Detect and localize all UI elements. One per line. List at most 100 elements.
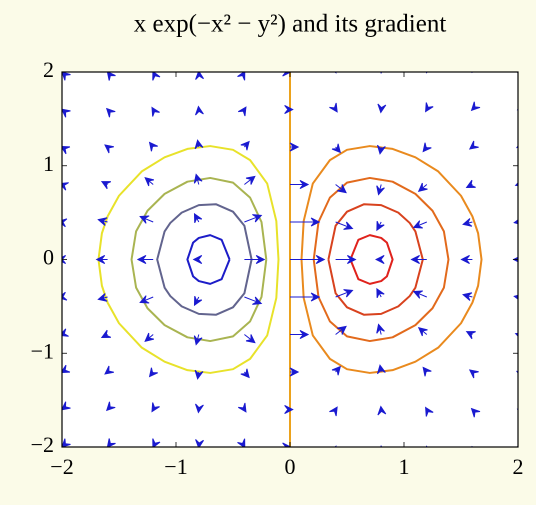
gradient-arrow	[290, 330, 310, 339]
gradient-arrow	[62, 108, 71, 118]
gradient-arrow	[516, 408, 518, 412]
gradient-arrow	[376, 220, 385, 232]
x-tick-label: −1	[164, 454, 187, 479]
gradient-arrow	[237, 106, 247, 117]
gradient-arrow	[376, 364, 386, 375]
gradient-arrow	[290, 255, 326, 264]
gradient-arrow	[195, 72, 204, 80]
contour-line	[349, 234, 394, 285]
gradient-arrow	[517, 72, 518, 73]
y-tick-label: 0	[43, 245, 54, 270]
gradient-arrow	[335, 184, 347, 194]
gradient-arrow	[462, 292, 473, 301]
gradient-arrow	[289, 142, 300, 152]
gradient-arrow	[193, 295, 203, 307]
gradient-arrow	[376, 184, 385, 196]
gradient-arrow	[62, 438, 71, 447]
gradient-arrow	[195, 439, 204, 447]
gradient-arrow	[410, 255, 427, 264]
gradient-arrow	[516, 107, 518, 111]
gradient-arrow	[425, 102, 434, 113]
plot-marks	[62, 72, 518, 447]
gradient-arrow	[240, 140, 250, 151]
gradient-arrow	[462, 218, 473, 227]
gradient-arrow	[237, 72, 246, 81]
contour-line	[300, 145, 483, 374]
gradient-arrow	[376, 323, 385, 335]
gradient-arrow	[240, 368, 250, 379]
contour-line	[312, 176, 450, 343]
gradient-arrow	[471, 445, 474, 447]
gradient-arrow	[62, 291, 68, 301]
gradient-arrow	[97, 293, 108, 302]
gradient-arrow	[151, 106, 160, 117]
gradient-arrow	[282, 442, 292, 447]
gradient-arrow	[237, 438, 246, 447]
gradient-arrow	[282, 72, 292, 77]
gradient-arrow	[100, 329, 112, 338]
gradient-arrow	[376, 287, 385, 299]
contour-line	[130, 176, 268, 343]
gradient-arrow	[376, 144, 386, 155]
gradient-arrow	[377, 103, 387, 114]
gradient-arrow	[331, 143, 342, 154]
gradient-arrow	[471, 72, 474, 74]
x-tick-label: 2	[513, 454, 524, 479]
gradient-arrow	[144, 332, 154, 342]
gradient-arrow	[62, 145, 71, 155]
gradient-arrow	[95, 255, 108, 264]
gradient-arrow	[417, 182, 428, 192]
gradient-arrow	[460, 255, 473, 264]
gradient-arrow	[422, 142, 432, 153]
gradient-arrow	[139, 215, 154, 224]
gradient-arrow	[513, 294, 518, 300]
gradient-arrow	[62, 72, 71, 81]
gradient-arrow	[290, 180, 310, 189]
gradient-arrow	[331, 365, 342, 376]
gradient-arrow	[284, 105, 294, 114]
y-tick-label: 2	[43, 57, 54, 82]
gradient-arrow	[335, 325, 347, 335]
x-tick-label: 0	[285, 454, 296, 479]
gradient-arrow	[290, 292, 321, 302]
gradient-arrow	[193, 212, 203, 224]
x-tick-label: −2	[50, 454, 73, 479]
y-tick-label: −2	[31, 432, 54, 457]
gradient-arrow	[284, 405, 294, 414]
gradient-arrow	[470, 407, 481, 418]
gradient-arrow	[412, 220, 427, 229]
gradient-arrow	[417, 327, 428, 337]
gradient-arrow	[139, 295, 154, 304]
gradient-arrow	[152, 438, 161, 447]
gradient-arrow	[426, 72, 429, 74]
gradient-arrow	[105, 107, 116, 118]
gradient-arrow	[468, 369, 479, 379]
gradient-arrow	[151, 402, 160, 413]
gradient-arrow	[289, 367, 300, 377]
gradient-arrow	[470, 101, 481, 112]
gradient-arrow	[62, 328, 69, 337]
gradient-arrow	[335, 255, 357, 264]
gradient-arrow	[377, 405, 387, 416]
gradient-arrow	[152, 72, 161, 81]
gradient-arrow	[195, 403, 204, 414]
contour-line	[186, 234, 231, 285]
gradient-arrow	[62, 364, 71, 374]
gradient-arrow	[106, 438, 116, 447]
y-tick-label: 1	[43, 151, 54, 176]
gradient-arrow	[244, 255, 266, 264]
gradient-arrow	[136, 255, 154, 264]
gradient-arrow	[335, 221, 354, 230]
gradient-arrow	[412, 290, 427, 299]
gradient-arrow	[329, 102, 338, 113]
gradient-arrow	[144, 177, 154, 187]
gradient-arrow	[193, 334, 203, 346]
gradient-arrow	[513, 219, 518, 225]
gradient-arrow	[62, 401, 71, 411]
gradient-arrow	[192, 255, 203, 264]
chart-title: x exp(−x² − y²) and its gradient	[134, 11, 447, 38]
gradient-arrow	[375, 255, 385, 264]
gradient-arrow	[104, 144, 114, 154]
gradient-arrow	[62, 218, 68, 228]
